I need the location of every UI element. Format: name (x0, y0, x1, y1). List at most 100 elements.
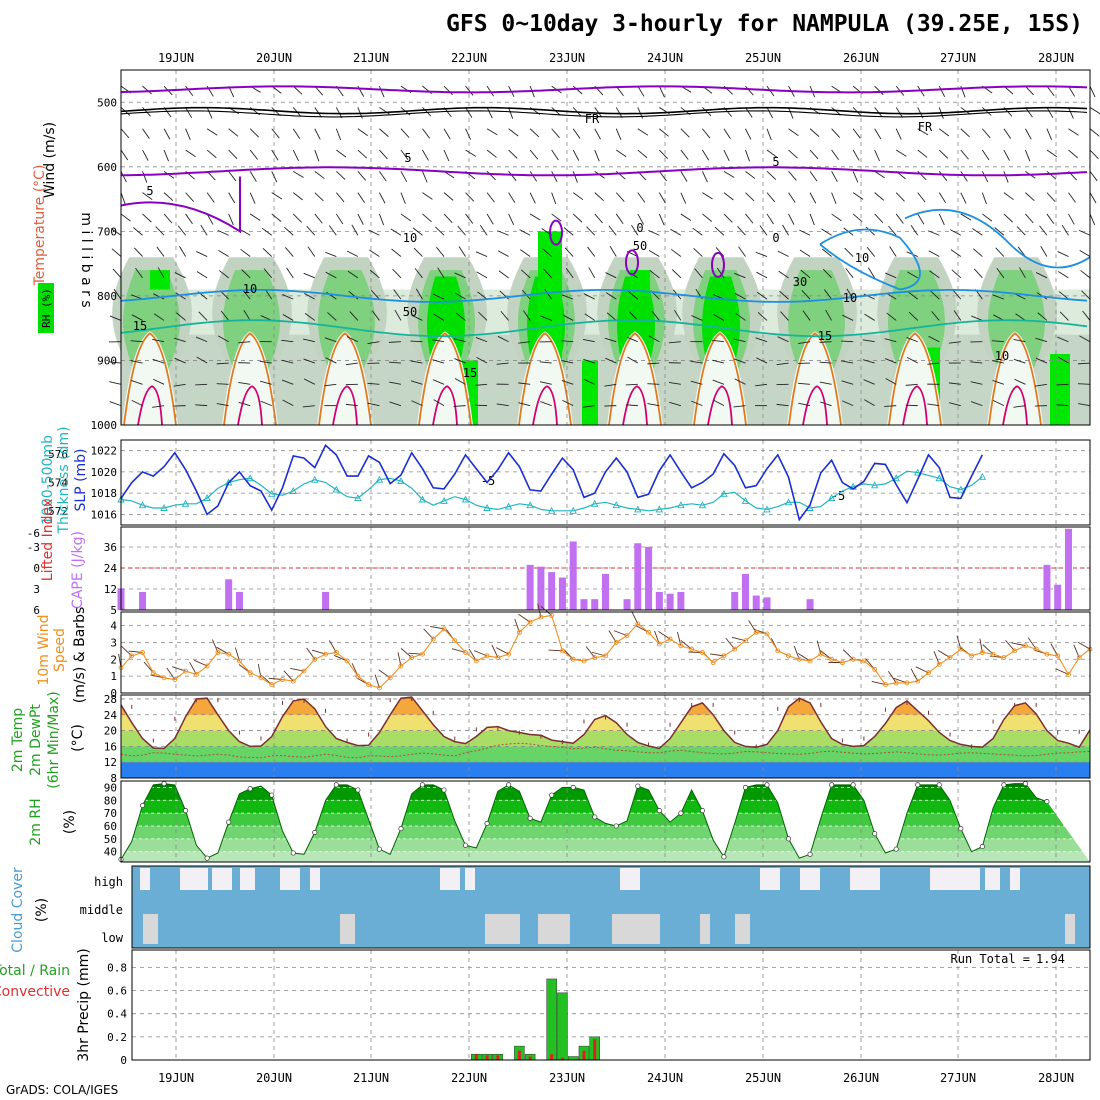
slp-tick-label: 1016 (91, 508, 118, 521)
wind-barb (737, 226, 746, 236)
wind-barb (228, 213, 234, 226)
date-label-top: 19JUN (158, 51, 194, 65)
thickness-point (246, 474, 254, 482)
wind-barb (1061, 224, 1069, 236)
wind-barb (157, 267, 165, 279)
wind-barb (949, 402, 961, 407)
wind-barb (788, 192, 796, 203)
wind-speed-point (581, 658, 587, 664)
wind-barb (1082, 310, 1091, 321)
date-label-bottom: 28JUN (1038, 1071, 1074, 1085)
date-label-bottom: 24JUN (647, 1071, 683, 1085)
wind-barb (863, 359, 875, 364)
precip-axis-label: 3hr Precip (mm) (76, 948, 92, 1061)
wind-barb (303, 338, 315, 343)
dry-wedge (887, 331, 943, 425)
wind-barb (1046, 213, 1055, 225)
wind-barb (1025, 128, 1032, 140)
contour-label: 5 (404, 151, 411, 165)
temp-band (121, 698, 1090, 715)
wind-barb (1014, 378, 1026, 385)
contour-label: FR (918, 120, 933, 134)
rh-point (785, 836, 792, 842)
temp-tick-label: 24 (104, 709, 118, 722)
wind-barb (1089, 171, 1098, 182)
wind-barb (1068, 107, 1074, 119)
wind-barb (324, 337, 337, 343)
temperature-contour-25 (123, 332, 177, 426)
wind-speed-point (570, 656, 576, 662)
wind-speed-point (990, 651, 996, 657)
wind-barb (970, 381, 983, 385)
wind-barb (369, 249, 380, 257)
wind-barb (690, 360, 703, 364)
wind-barb (131, 380, 143, 385)
rh-axis-label: RH (%) (40, 288, 53, 328)
wind-barb (346, 336, 359, 343)
wind-barb (551, 128, 560, 139)
slp-tick-label: 1022 (91, 445, 118, 458)
wind-barb (292, 149, 299, 162)
wind-barb (196, 356, 208, 364)
wind-barb (1025, 192, 1035, 202)
wind-barb (884, 405, 897, 407)
wind-barb (658, 213, 665, 226)
wind-barb (412, 227, 423, 236)
wind-barb (1039, 225, 1048, 236)
cape-frame (120, 526, 1091, 611)
wind-speed-point (1033, 646, 1039, 652)
wind-barb (694, 268, 703, 279)
wind-barb (173, 383, 186, 387)
wind-barb (844, 247, 854, 257)
date-label-bottom: 22JUN (451, 1071, 487, 1085)
wind-barb (518, 402, 531, 407)
wind-barb (996, 267, 1005, 279)
wind-barb (455, 292, 466, 300)
cape-tick-label: 12 (104, 583, 117, 596)
wind-barb (674, 310, 682, 321)
wind-barb (174, 357, 186, 364)
dry-wedge (692, 331, 748, 425)
rh-point (462, 842, 469, 848)
wind-barb (185, 149, 196, 158)
wind-barb (249, 171, 257, 182)
wind-speed-point (753, 629, 759, 635)
cape-bar (591, 599, 599, 610)
pressure-tick-label: 1000 (91, 419, 118, 432)
wind-barb (391, 248, 402, 257)
wind-barb (895, 149, 907, 157)
wind-speed-point (667, 636, 673, 642)
wind-barb (572, 149, 580, 161)
wind-speed-point (280, 677, 285, 682)
wind-barb (583, 358, 595, 364)
wind-barb (218, 249, 229, 257)
precip-convective-bar (560, 1057, 564, 1060)
wind-speed-point (893, 680, 899, 686)
thickness-point (870, 481, 879, 489)
wind-barb (895, 192, 905, 202)
cloud-level-label: low (101, 931, 123, 945)
wind-barb (336, 149, 347, 158)
wind-barb (776, 362, 789, 366)
wind-barb (615, 107, 623, 119)
rh-point (613, 823, 619, 829)
thickness-tick-label: 572 (48, 505, 68, 518)
wind-barb (422, 171, 428, 183)
wind-speed-point (678, 643, 684, 649)
thickness-tick-label: 574 (48, 477, 68, 490)
temperature-contour-0 (904, 208, 1091, 269)
wind-barb (1089, 149, 1099, 159)
wind-barb (982, 107, 992, 116)
wind-barb (852, 192, 864, 200)
slp-line (120, 443, 984, 522)
wind-barb (206, 192, 215, 203)
wind-barb (930, 290, 940, 300)
wind-barb (948, 341, 961, 344)
freezing-level-contour (120, 110, 1088, 118)
wind-barb (1077, 383, 1091, 385)
wind-barb (152, 405, 165, 408)
precip-convective-bar (593, 1039, 597, 1060)
wind-barb (249, 128, 260, 138)
date-label-bottom: 20JUN (256, 1071, 292, 1085)
wind-speed-point (150, 670, 156, 676)
